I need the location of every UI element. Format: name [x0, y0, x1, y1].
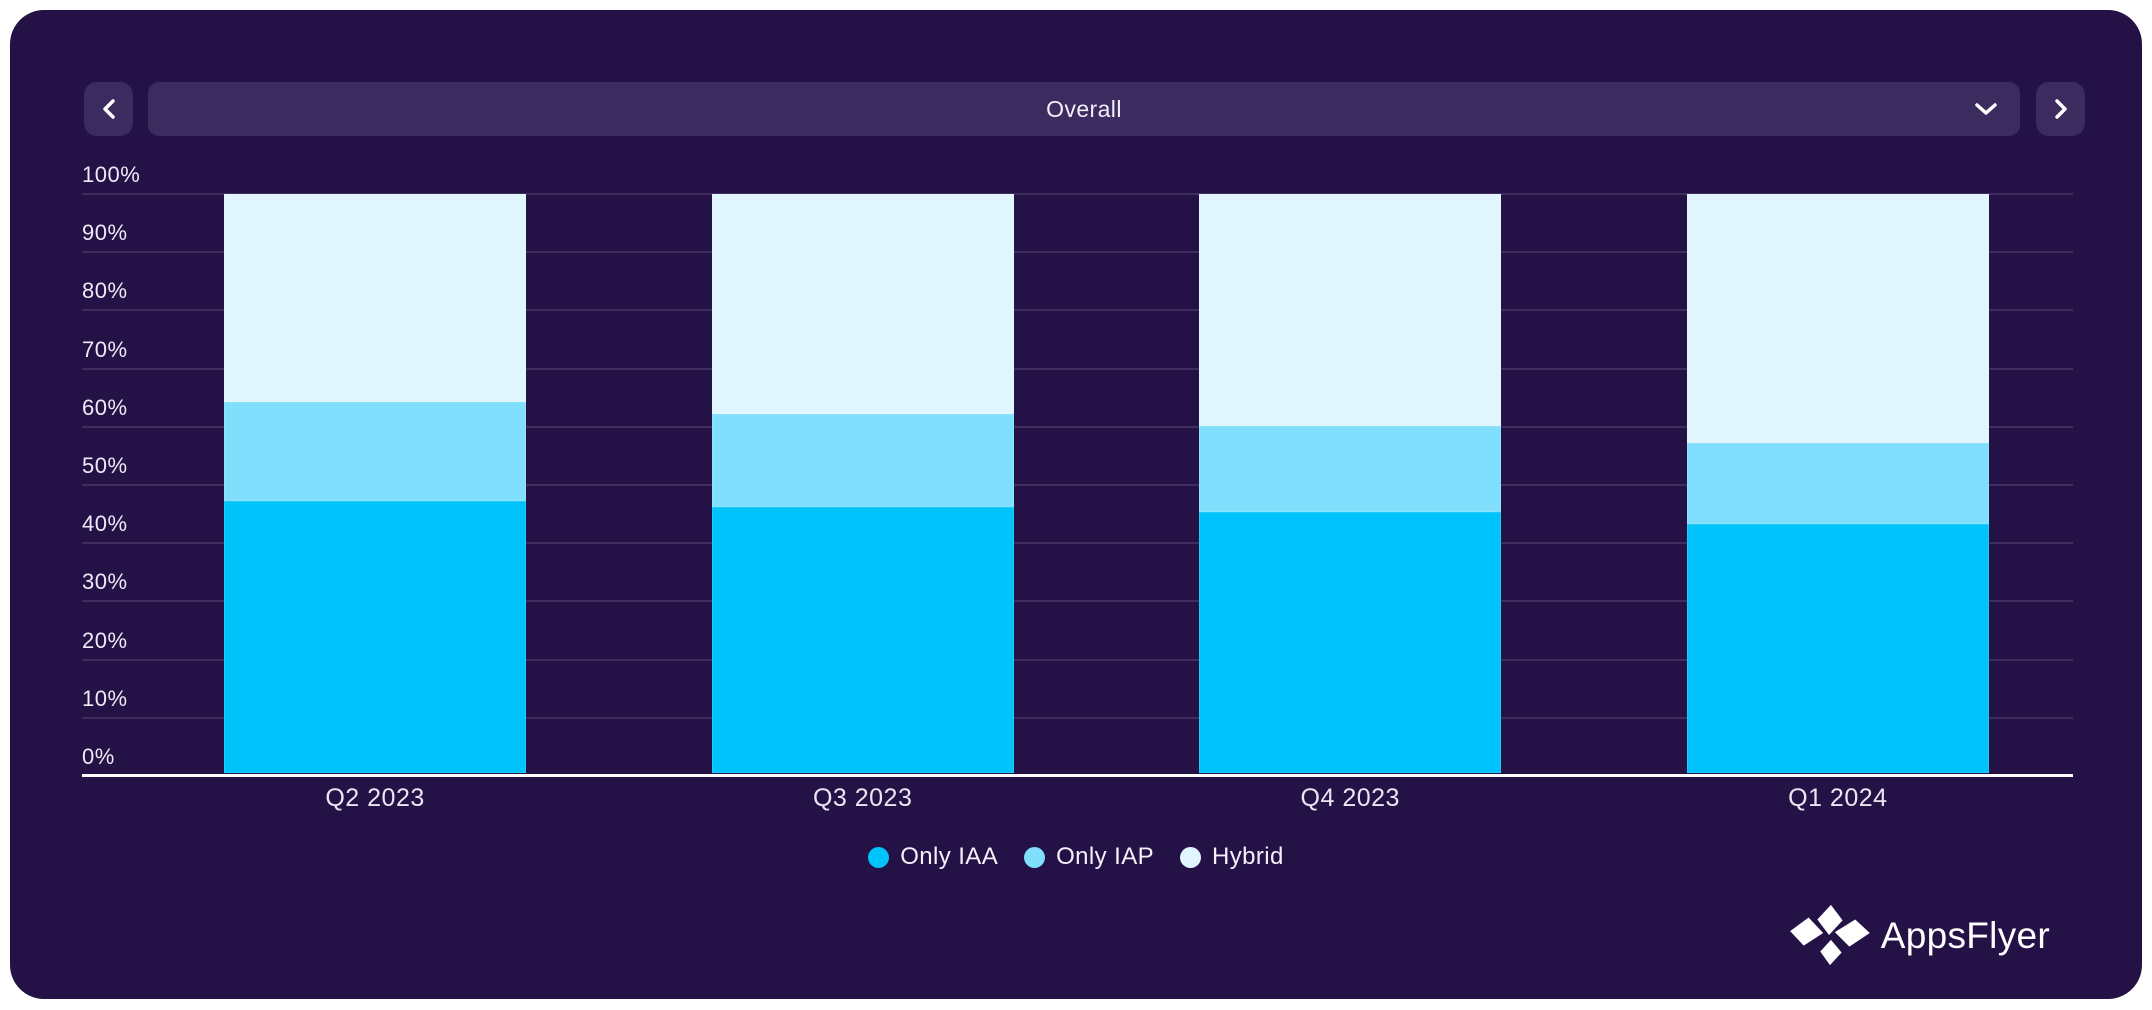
x-label-q4-2023: Q4 2023 [1300, 784, 1400, 812]
bar-q1-2024 [1686, 194, 1989, 773]
y-tick-label-10: 10% [82, 685, 128, 711]
gridline-50 [82, 484, 2073, 486]
legend-label: Only IAA [900, 843, 999, 870]
segment-only-iaa [1199, 512, 1502, 773]
legend-dot-icon [1180, 846, 1202, 868]
y-tick-label-60: 60% [82, 394, 128, 420]
segment-only-iaa [1686, 524, 1989, 773]
gridline-30 [82, 600, 2073, 603]
gridline-10 [82, 716, 2073, 719]
appsflyer-wordmark: AppsFlyer [1880, 914, 2050, 956]
segment-hybrid [224, 194, 527, 403]
gridline-70 [82, 367, 2073, 370]
segment-hybrid [1686, 194, 1989, 443]
bar-q3-2023 [711, 194, 1014, 773]
next-button[interactable] [2036, 82, 2085, 136]
gridline-90 [82, 251, 2073, 254]
overall-dropdown[interactable]: Overall [148, 82, 2020, 136]
gridline-40 [82, 542, 2073, 545]
bar-q4-2023 [1199, 194, 1502, 773]
legend-item-only-iaa: Only IAA [868, 843, 998, 871]
y-tick-label-70: 70% [82, 336, 128, 362]
legend-label: Only IAP [1056, 843, 1155, 870]
segment-hybrid [1199, 194, 1502, 426]
gridline-100 [82, 193, 2073, 195]
appsflyer-kite-icon [1789, 904, 1870, 966]
plot-area: 0% 10% 20% 30% 40% 50% 60% 70% 80% 90% 100% [82, 164, 2073, 777]
bar-q2-2023 [224, 194, 527, 773]
x-label-q2-2023: Q2 2023 [325, 784, 425, 812]
y-tick-label-40: 40% [82, 511, 128, 537]
legend-dot-icon [1024, 846, 1046, 868]
y-tick-label-80: 80% [82, 278, 128, 304]
segment-only-iap [1199, 425, 1502, 513]
legend: Only IAA Only IAP Hybrid [10, 843, 2142, 871]
legend-item-hybrid: Hybrid [1180, 843, 1284, 871]
segment-hybrid [711, 194, 1014, 415]
y-tick-label-90: 90% [82, 220, 128, 246]
chevron-down-icon [1974, 102, 1998, 116]
legend-label: Hybrid [1212, 843, 1284, 870]
chart-card: Overall 0% 10% 20% 30% 40% 50% 60% 70% 80% 90% 100… [10, 10, 2142, 999]
segment-only-iap [711, 414, 1014, 507]
appsflyer-logo: AppsFlyer [1785, 901, 2050, 969]
segment-only-iap [1686, 442, 1989, 525]
y-tick-label-100: 100% [82, 162, 141, 187]
legend-item-only-iap: Only IAP [1024, 843, 1154, 871]
legend-dot-icon [868, 846, 890, 868]
y-tick-label-0: 0% [82, 744, 115, 769]
gridline-80 [82, 309, 2073, 312]
gridline-20 [82, 658, 2073, 661]
chevron-right-icon [2054, 99, 2067, 119]
x-label-q3-2023: Q3 2023 [812, 784, 913, 812]
y-tick-label-30: 30% [82, 569, 128, 595]
segment-only-iaa [711, 506, 1014, 773]
segment-only-iaa [224, 500, 527, 773]
gridline-60 [82, 425, 2073, 428]
y-tick-label-50: 50% [82, 453, 128, 478]
segment-only-iap [224, 402, 527, 501]
prev-button[interactable] [84, 82, 133, 136]
y-tick-label-20: 20% [82, 627, 128, 653]
dropdown-selected-value: Overall [1046, 95, 1122, 122]
chevron-left-icon [102, 99, 115, 119]
x-label-q1-2024: Q1 2024 [1788, 784, 1888, 812]
x-axis-line [82, 774, 2073, 777]
